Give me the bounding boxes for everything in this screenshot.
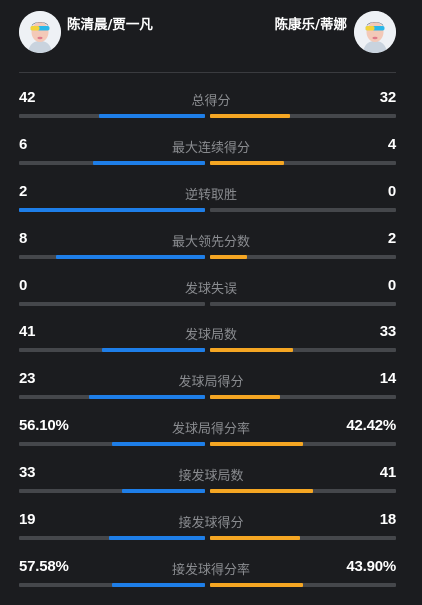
- stat-row: 8 最大领先分数 2: [0, 224, 422, 271]
- left-stat-value: 41: [19, 323, 36, 341]
- right-stat-value: 0: [387, 276, 396, 294]
- stats-list: 42 总得分 32 6 最大连续得分 4 2 逆转取胜 0 8 最大领先分数 2 0 发球失误 0 41 发球局…: [0, 83, 422, 599]
- header-divider: [19, 72, 396, 73]
- stat-label: 接发球局数: [178, 469, 244, 485]
- left-stat-bar-fill: [112, 442, 205, 447]
- left-stat-bar-track: [19, 160, 205, 165]
- right-team-name: 陈康乐/蒂娜: [274, 17, 347, 33]
- left-stat-value: 8: [19, 229, 28, 247]
- right-stat-value: 41: [379, 464, 397, 482]
- left-team-name: 陈清晨/贾一凡: [67, 17, 153, 33]
- left-stat-bar-fill: [101, 348, 205, 353]
- teams-header: 陈清晨/贾一凡 陈康乐/蒂娜: [0, 0, 422, 72]
- right-stat-bar-fill: [210, 395, 281, 400]
- left-stat-bar-track: [19, 489, 205, 494]
- left-stat-bar-fill: [109, 536, 205, 541]
- stat-row: 33 接发球局数 41: [0, 458, 422, 505]
- right-stat-bar-track: [210, 442, 396, 447]
- right-stat-bar-fill: [210, 536, 301, 541]
- left-stat-bar-track: [19, 442, 205, 447]
- right-stat-bar-track: [210, 254, 396, 259]
- right-stat-value: 4: [387, 135, 396, 153]
- left-stat-bar-fill: [93, 160, 205, 165]
- left-stat-bar-fill: [122, 489, 205, 494]
- stat-row: 6 最大连续得分 4: [0, 130, 422, 177]
- left-stat-value: 33: [19, 464, 36, 482]
- right-stat-bar-fill: [210, 160, 285, 165]
- left-team-avatar-icon[interactable]: [19, 11, 61, 53]
- left-stat-bar-track: [19, 536, 205, 541]
- left-stat-bar-track: [19, 301, 205, 306]
- right-stat-bar-track: [210, 582, 396, 587]
- stat-label: 接发球得分: [178, 516, 244, 532]
- right-stat-bar-fill: [210, 489, 314, 494]
- stat-row: 57.58% 接发球得分率 43.90%: [0, 552, 422, 599]
- left-stat-value: 57.58%: [19, 557, 69, 575]
- right-stat-value: 43.90%: [346, 557, 396, 575]
- right-stat-bar-track: [210, 395, 396, 400]
- right-stat-value: 33: [379, 323, 397, 341]
- left-stat-bar-track: [19, 114, 205, 118]
- right-stat-value: 14: [379, 370, 397, 388]
- right-team-avatar-icon[interactable]: [354, 11, 396, 53]
- stat-row: 0 发球失误 0: [0, 271, 422, 318]
- stat-label: 发球局得分: [178, 375, 244, 391]
- right-stat-bar-fill: [210, 442, 303, 447]
- left-stat-value: 56.10%: [19, 417, 69, 435]
- stat-row: 42 总得分 32: [0, 83, 422, 130]
- left-stat-bar-fill: [99, 114, 205, 118]
- stat-row: 2 逆转取胜 0: [0, 177, 422, 224]
- left-stat-bar-fill: [19, 207, 205, 212]
- right-stat-value: 2: [387, 229, 396, 247]
- left-stat-value: 0: [19, 276, 28, 294]
- right-stat-bar-track: [210, 489, 396, 494]
- right-stat-value: 0: [387, 182, 396, 200]
- stat-row: 41 发球局数 33: [0, 317, 422, 364]
- right-stat-bar-fill: [210, 114, 291, 118]
- left-stat-bar-fill: [56, 254, 205, 259]
- right-stat-value: 42.42%: [346, 417, 396, 435]
- right-stat-bar-track: [210, 114, 396, 118]
- left-stat-value: 42: [19, 89, 36, 106]
- stat-label: 逆转取胜: [184, 187, 237, 203]
- left-stat-value: 19: [19, 511, 36, 529]
- right-stat-bar-track: [210, 536, 396, 541]
- left-stat-value: 2: [19, 182, 28, 200]
- stat-label: 发球失误: [184, 281, 237, 297]
- right-stat-bar-track: [210, 207, 396, 212]
- stat-label: 最大连续得分: [171, 140, 250, 156]
- left-stat-bar-track: [19, 207, 205, 212]
- right-stat-value: 18: [379, 511, 397, 529]
- left-stat-value: 23: [19, 370, 36, 388]
- right-stat-bar-fill: [210, 348, 293, 353]
- stat-row: 56.10% 发球局得分率 42.42%: [0, 411, 422, 458]
- stat-label: 接发球得分率: [171, 562, 250, 578]
- right-stat-bar-track: [210, 160, 396, 165]
- stat-label: 发球局得分率: [171, 422, 250, 438]
- stat-label: 总得分: [191, 94, 231, 109]
- right-stat-value: 32: [379, 89, 397, 106]
- left-stat-bar-fill: [112, 582, 205, 587]
- left-stat-bar-track: [19, 348, 205, 353]
- stat-row: 19 接发球得分 18: [0, 505, 422, 552]
- stat-label: 最大领先分数: [171, 234, 250, 250]
- left-stat-bar-track: [19, 582, 205, 587]
- left-stat-bar-fill: [89, 395, 205, 400]
- left-stat-bar-track: [19, 254, 205, 259]
- right-stat-bar-track: [210, 348, 396, 353]
- left-stat-value: 6: [19, 135, 28, 153]
- right-stat-bar-fill: [210, 254, 248, 259]
- stat-row: 23 发球局得分 14: [0, 364, 422, 411]
- stat-label: 发球局数: [184, 328, 237, 344]
- left-stat-bar-track: [19, 395, 205, 400]
- right-stat-bar-fill: [210, 582, 303, 587]
- right-stat-bar-track: [210, 301, 396, 306]
